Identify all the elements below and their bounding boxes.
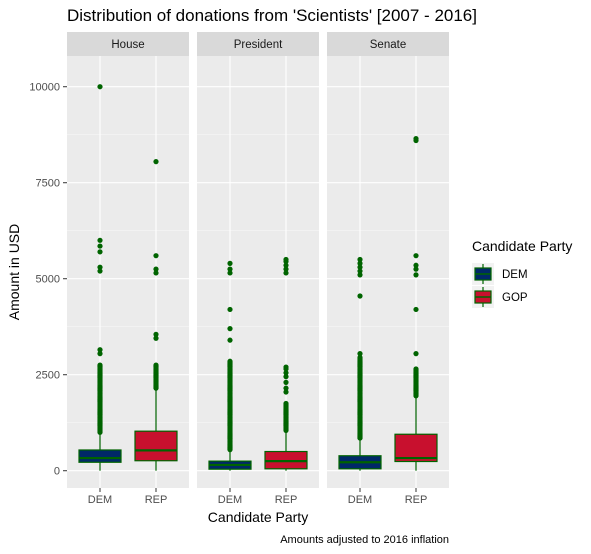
outlier-point xyxy=(283,270,289,276)
facet-panel: House DEM REP xyxy=(67,32,189,506)
outlier-point xyxy=(97,264,103,270)
outlier-point xyxy=(283,379,289,385)
legend-label: GOP xyxy=(502,292,528,304)
facet-panels: House DEM REP President DEM REP Senate DEM REP xyxy=(67,32,449,506)
box-body xyxy=(134,430,178,462)
outlier-point xyxy=(97,84,103,90)
outlier-point xyxy=(413,253,419,259)
outlier-point xyxy=(413,306,419,313)
outlier-point xyxy=(283,370,289,376)
outlier-point xyxy=(357,264,363,270)
facet-strip-label: President xyxy=(234,39,283,51)
outlier-point xyxy=(227,326,233,332)
outlier-point xyxy=(283,266,289,272)
outlier-point xyxy=(153,253,159,259)
outlier-point xyxy=(283,374,289,380)
outlier-point xyxy=(153,270,159,276)
facet-strip-label: House xyxy=(111,39,144,51)
x-tick-label: REP xyxy=(405,494,428,506)
outlier-point xyxy=(283,256,289,263)
facet-strip xyxy=(327,32,449,56)
y-axis-title: Amount in USD xyxy=(6,224,22,320)
y-tick-label: 0 xyxy=(54,466,60,478)
outlier-point xyxy=(227,337,233,343)
outlier-point xyxy=(413,262,419,268)
chart-caption: Amounts adjusted to 2016 inflation xyxy=(280,534,449,546)
outlier-point xyxy=(283,400,289,407)
legend-entry: GOP xyxy=(472,286,528,308)
legend-title: Candidate Party xyxy=(472,238,572,254)
y-axis: 0 2500 5000 7500 10000 xyxy=(29,82,67,478)
outlier-point xyxy=(283,389,289,395)
outlier-point xyxy=(97,243,103,249)
x-tick-label: DEM xyxy=(88,494,112,506)
box-body xyxy=(78,449,122,463)
outlier-point xyxy=(227,260,233,266)
outlier-point xyxy=(357,268,363,274)
outlier-point xyxy=(153,159,159,165)
legend-entry: DEM xyxy=(472,263,528,285)
outlier-point xyxy=(357,260,363,266)
box-dem xyxy=(78,84,122,471)
outlier-point xyxy=(97,237,103,243)
outlier-point xyxy=(153,331,159,337)
box-rep xyxy=(264,256,308,471)
outlier-point xyxy=(97,362,103,368)
box-dem xyxy=(208,260,252,471)
outlier-point xyxy=(357,351,363,357)
outlier-point xyxy=(153,362,159,368)
outlier-point xyxy=(153,335,159,341)
facet-panel: Senate DEM REP xyxy=(327,32,449,506)
outlier-point xyxy=(97,351,103,357)
y-tick-label: 10000 xyxy=(29,82,60,94)
x-tick-label: DEM xyxy=(348,494,372,506)
outlier-point xyxy=(357,354,363,361)
outlier-point xyxy=(227,266,233,272)
outlier-point xyxy=(357,293,363,299)
facet-strip xyxy=(197,32,319,56)
box-rep xyxy=(134,159,178,471)
x-tick-label: DEM xyxy=(218,494,242,506)
outlier-point xyxy=(283,364,289,370)
outlier-point xyxy=(227,306,233,313)
outlier-point xyxy=(283,385,289,391)
panel-background xyxy=(327,56,449,488)
x-tick-label: REP xyxy=(145,494,168,506)
panel-background xyxy=(197,56,319,488)
facet-strip-label: Senate xyxy=(370,39,406,51)
outlier-point xyxy=(413,272,419,278)
x-axis-title: Candidate Party xyxy=(208,509,308,525)
y-tick-label: 5000 xyxy=(36,274,60,286)
facet-strip xyxy=(67,32,189,56)
outlier-point xyxy=(413,135,419,142)
outlier-point xyxy=(97,268,103,274)
y-tick-label: 2500 xyxy=(36,370,60,382)
outlier-point xyxy=(357,272,363,278)
outlier-point xyxy=(97,347,103,353)
legend-label: DEM xyxy=(502,269,528,281)
outlier-point xyxy=(227,358,233,364)
chart-title: Distribution of donations from 'Scientis… xyxy=(67,6,477,25)
x-tick-label: REP xyxy=(275,494,298,506)
outlier-point xyxy=(153,266,159,272)
outlier-point xyxy=(357,256,363,263)
outlier-point xyxy=(97,249,103,255)
box-dem xyxy=(338,256,382,471)
outlier-point xyxy=(227,270,233,276)
panel-background xyxy=(67,56,189,488)
facet-panel: President DEM REP xyxy=(197,32,319,506)
outlier-point xyxy=(413,266,419,272)
outlier-point xyxy=(413,351,419,357)
box-rep xyxy=(394,135,438,471)
legend: Candidate Party DEM GOP xyxy=(472,238,572,308)
y-tick-label: 7500 xyxy=(36,178,60,190)
outlier-point xyxy=(283,262,289,268)
outlier-point xyxy=(413,366,419,372)
